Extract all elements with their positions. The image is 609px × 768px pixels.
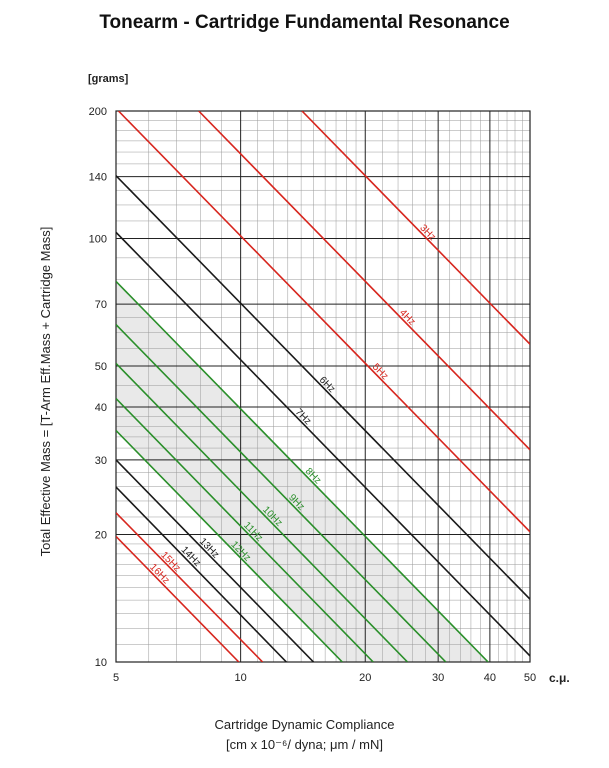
y-tick-label: 40: [95, 402, 107, 414]
y-tick-label: 70: [95, 299, 107, 311]
y-tick-label: 50: [95, 361, 107, 373]
series-label-7hz: 7Hz: [293, 407, 313, 427]
x-tick-label: 40: [484, 672, 496, 684]
series-label-3hz: 3Hz: [417, 223, 437, 243]
x-axis-units: [cm x 10⁻⁶/ dyna; μm / mN]: [226, 737, 383, 752]
y-tick-label: 140: [89, 172, 107, 184]
series-line-8hz: [116, 280, 489, 662]
x-axis-title: Cartridge Dynamic Compliance: [214, 717, 395, 732]
y-axis-title: Total Effective Mass = [T-Arm Eff.Mass +…: [38, 227, 53, 557]
series-line-4hz: [198, 111, 530, 451]
y-tick-label: 200: [89, 106, 107, 118]
y-tick-label: 100: [89, 233, 107, 245]
x-tick-label: 10: [235, 672, 247, 684]
series-label-5hz: 5Hz: [370, 362, 390, 382]
series-line-7hz: [116, 231, 530, 657]
x-tick-label: 50: [524, 672, 536, 684]
series-line-14hz: [116, 486, 287, 662]
plot-frame: [115, 110, 531, 663]
chart-title: Tonearm - Cartridge Fundamental Resonanc…: [99, 12, 510, 33]
series-line-12hz: [116, 429, 343, 662]
series-line-3hz: [301, 111, 530, 345]
series-line-15hz: [116, 512, 264, 662]
series-line-6hz: [116, 175, 530, 600]
series-label-6hz: 6Hz: [317, 375, 337, 395]
series-line-11hz: [116, 397, 374, 662]
x-unit-label: c.μ.: [549, 671, 570, 685]
x-tick-label: 20: [359, 672, 371, 684]
series-line-13hz: [116, 459, 315, 662]
series-line-16hz: [116, 535, 240, 662]
series-label-4hz: 4Hz: [397, 307, 417, 327]
x-tick-label: 30: [432, 672, 444, 684]
x-tick-label: 5: [113, 672, 119, 684]
series-line-10hz: [116, 362, 409, 662]
series-line-5hz: [117, 111, 530, 533]
y-unit-label: [grams]: [88, 73, 129, 85]
y-tick-label: 30: [95, 455, 107, 467]
y-tick-label: 10: [95, 657, 107, 669]
y-tick-label: 20: [95, 530, 107, 542]
series-line-9hz: [116, 324, 447, 662]
